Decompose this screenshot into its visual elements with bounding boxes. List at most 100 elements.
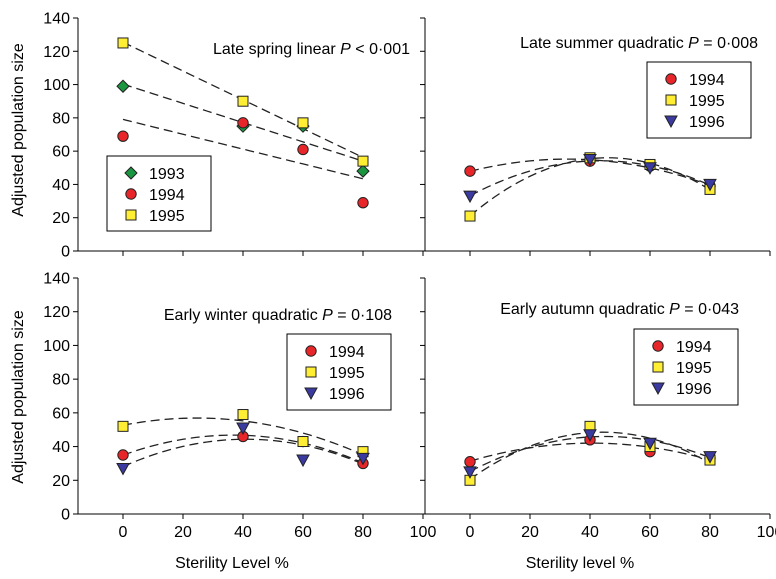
data-point-1995 — [117, 420, 129, 432]
legend-label: 1994 — [676, 339, 712, 356]
legend-marker-1996 — [304, 387, 318, 401]
x-tick-label: 100 — [410, 524, 437, 541]
legend-marker-1994 — [125, 188, 137, 200]
chart-panel-3: Early winter quadratic P = 0·108 1994 1995… — [73, 277, 424, 519]
data-point-1996 — [703, 178, 717, 192]
data-point-1996 — [296, 454, 310, 468]
y-tick-label: 60 — [52, 405, 70, 422]
y-tick-label: 120 — [43, 44, 70, 61]
y-tick-label: 60 — [52, 144, 70, 161]
fit-line-1995 — [122, 417, 364, 456]
x-tick-label: 60 — [294, 524, 312, 541]
y-tick-label: 40 — [52, 439, 70, 456]
legend-label: 1994 — [329, 344, 365, 361]
data-point-1996 — [583, 153, 597, 167]
y-tick-label: 120 — [43, 304, 70, 321]
legend-marker-1995 — [125, 209, 137, 221]
panel-title: Early autumn quadratic P = 0·043 — [500, 301, 739, 318]
y-tick-label: 100 — [43, 77, 70, 94]
data-point-1994 — [117, 449, 129, 461]
y-tick-label: 40 — [52, 177, 70, 194]
chart-panel-4: Early autumn quadratic P = 0·043 1994 1995… — [420, 277, 771, 519]
x-tick-label: 60 — [641, 524, 659, 541]
legend-label: 1993 — [149, 166, 185, 183]
data-point-1996 — [236, 422, 250, 436]
legend-label: 1995 — [676, 360, 712, 377]
data-point-1996 — [583, 429, 597, 442]
panel-title: Late summer quadratic P = 0·008 — [520, 35, 758, 52]
x-tick-label: 80 — [701, 524, 719, 541]
y-tick-label: 140 — [43, 271, 70, 288]
data-point-1993 — [116, 79, 130, 93]
x-axis-label-right: Sterility level % — [526, 555, 634, 572]
data-point-1996 — [643, 437, 657, 451]
legend-label: 1995 — [689, 93, 725, 110]
legend-box — [633, 328, 739, 406]
x-tick-label: 20 — [174, 524, 192, 541]
legend-marker-1994 — [652, 340, 664, 352]
fit-line-1994 — [122, 434, 364, 464]
data-point-1995 — [237, 409, 249, 421]
data-point-1994 — [117, 130, 129, 142]
x-axis-tick-labels: 0 20 40 60 80 100 0 20 40 60 80 100 — [119, 524, 776, 541]
panel-title: Late spring linear P < 0·001 — [213, 41, 410, 58]
panels: Late spring linear P < 0·001 1993 1994 1995… — [73, 17, 771, 519]
x-axis-label-left: Sterility Level % — [175, 555, 289, 572]
x-tick-label: 20 — [521, 524, 539, 541]
legend-label: 1995 — [329, 365, 365, 382]
y-tick-label: 80 — [52, 372, 70, 389]
legend: 1994 1995 1996 — [646, 61, 752, 139]
x-tick-label: 40 — [234, 524, 252, 541]
legend-marker-1994 — [305, 345, 317, 357]
legend: 1994 1995 1996 — [286, 333, 392, 411]
data-point-1996 — [643, 162, 657, 175]
y-axis-label-top: Adjusted population size — [10, 43, 27, 217]
data-point-1996 — [463, 466, 477, 479]
y-tick-label: 20 — [52, 210, 70, 227]
panel-title: Early winter quadratic P = 0·108 — [164, 307, 392, 324]
legend: 1993 1994 1995 — [106, 155, 212, 232]
y-tick-label: 140 — [43, 11, 70, 28]
legend-marker-1995 — [305, 366, 317, 378]
legend-box — [106, 155, 212, 232]
data-point-1996 — [356, 452, 370, 466]
y-axis-label-bottom: Adjusted population size — [10, 310, 27, 484]
data-point-1995 — [357, 155, 369, 167]
fit-line-1994 — [469, 442, 711, 462]
legend-label: 1996 — [329, 386, 365, 403]
legend: 1994 1995 1996 — [633, 328, 739, 406]
fit-line-1996 — [469, 435, 711, 473]
chart-panel-2: Late summer quadratic P = 0·008199419951… — [420, 17, 771, 256]
y-tick-label: 0 — [61, 244, 70, 261]
legend-label: 1996 — [689, 114, 725, 131]
legend-marker-1996 — [651, 382, 665, 396]
legend-label: 1996 — [676, 381, 712, 398]
legend-label: 1994 — [689, 72, 725, 89]
x-tick-label: 0 — [119, 524, 128, 541]
data-point-1994 — [464, 456, 476, 468]
fit-line-1994 — [469, 158, 711, 187]
data-point-1994 — [297, 143, 309, 156]
fit-line-1996 — [122, 438, 364, 468]
legend-marker-1994 — [665, 73, 677, 85]
data-point-1994 — [357, 197, 369, 209]
legend-box — [286, 333, 392, 411]
data-point-1995 — [297, 117, 309, 129]
data-point-1995 — [297, 436, 309, 448]
y-axis-tick-labels: 0 20 40 60 80 100 120 140 0 20 40 60 80 100 120 140 — [43, 11, 70, 524]
data-point-1995 — [464, 210, 476, 222]
y-tick-label: 20 — [52, 473, 70, 490]
data-point-1994 — [237, 117, 249, 129]
data-point-1996 — [463, 190, 477, 204]
x-tick-label: 80 — [354, 524, 372, 541]
data-point-1996 — [703, 451, 717, 464]
data-point-1993 — [356, 164, 370, 178]
x-tick-label: 40 — [581, 524, 599, 541]
legend-label: 1995 — [149, 208, 185, 225]
data-point-1995 — [117, 37, 129, 49]
y-tick-label: 100 — [43, 338, 70, 355]
legend-marker-1996 — [664, 115, 678, 129]
legend-label: 1994 — [149, 187, 185, 204]
data-point-1996 — [116, 462, 130, 476]
